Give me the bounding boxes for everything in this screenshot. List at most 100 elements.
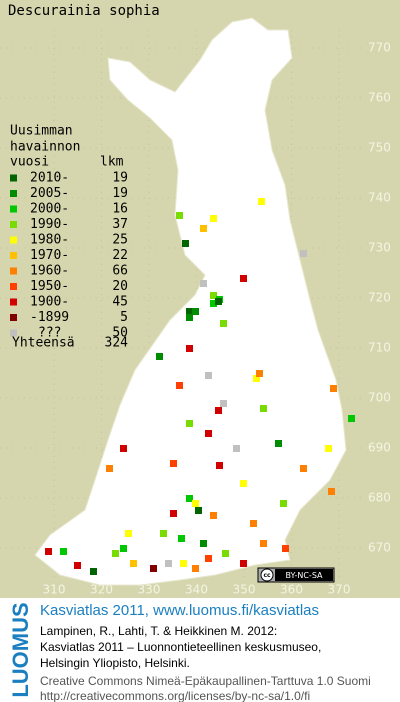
observation-square [45,548,52,555]
license-badge: cc BY-NC-SA [257,567,335,583]
observation-square [205,555,212,562]
legend-label: 2010- [30,171,69,186]
legend-count: 16 [112,202,128,217]
east-label: 360 [280,583,303,597]
east-label: 330 [138,583,161,597]
legend-count: 20 [112,279,128,294]
observation-square [240,480,247,487]
observation-square [240,275,247,282]
north-label: 680 [368,491,391,505]
legend-label: 1980- [30,233,69,248]
observation-square [260,405,267,412]
observation-square [348,415,355,422]
legend-count: 19 [112,186,128,201]
north-label: 750 [368,141,391,155]
legend-swatch [10,298,17,306]
citation-line: Helsingin Yliopisto, Helsinki. [40,656,190,670]
legend: Uusimman havainnon vuosi lkm Yhteensä 32… [10,124,128,351]
east-label: 320 [90,583,113,597]
license-line: Creative Commons Nimeä-Epäkaupallinen-Ta… [40,674,371,688]
observation-square [200,540,207,547]
observation-square [240,560,247,567]
observation-square [210,512,217,519]
observation-square [210,215,217,222]
observation-square [256,370,263,377]
observation-square [176,212,183,219]
legend-swatch [10,205,17,213]
license-line: http://creativecommons.org/licenses/by-n… [40,689,310,702]
legend-total-label: Yhteensä [12,336,75,351]
observation-square [186,345,193,352]
legend-label: -1899 [30,310,69,325]
observation-square [260,540,267,547]
observation-square [60,548,67,555]
legend-label: 1970- [30,248,69,263]
observation-dots [45,198,355,575]
legend-count: 25 [112,233,128,248]
observation-square [165,560,172,567]
legend-count: 19 [112,171,128,186]
observation-square [328,488,335,495]
legend-count: 66 [112,264,128,279]
north-label: 690 [368,441,391,455]
legend-heading: Uusimman [10,124,73,139]
east-label: 340 [185,583,208,597]
observation-square [160,530,167,537]
north-label: 740 [368,191,391,205]
legend-label: 1950- [30,279,69,294]
observation-square [250,520,257,527]
observation-square [216,462,223,469]
observation-square [170,510,177,517]
legend-swatch [10,174,17,182]
observation-square [178,535,185,542]
legend-label: 1900- [30,295,69,310]
north-label: 730 [368,241,391,255]
north-label: 770 [368,41,391,55]
observation-square [275,440,282,447]
license-badge-text: BY-NC-SA [285,571,323,580]
east-label: 310 [43,583,66,597]
legend-label: 1960- [30,264,69,279]
observation-square [90,568,97,575]
legend-label: ??? [38,326,61,341]
north-label: 700 [368,391,391,405]
observation-square [258,198,265,205]
legend-swatch [10,329,17,337]
observation-square [200,280,207,287]
observation-square [120,445,127,452]
observation-square [233,445,240,452]
legend-count: 45 [112,295,128,310]
observation-square [180,560,187,567]
observation-square [156,353,163,360]
legend-swatch [10,252,17,259]
legend-count-heading: lkm [100,155,124,170]
observation-square [222,550,229,557]
observation-square [106,465,113,472]
observation-square [205,372,212,379]
observation-square [282,545,289,552]
observation-square [182,240,189,247]
legend-heading: vuosi [10,155,49,170]
observation-square [220,320,227,327]
legend-count: 22 [112,248,128,263]
legend-count: 50 [112,326,128,341]
footer-headline: Kasviatlas 2011, www.luomus.fi/kasviatla… [40,602,319,619]
observation-square [200,225,207,232]
observation-square [210,300,217,307]
legend-label: 1990- [30,217,69,232]
observation-square [186,495,193,502]
observation-square [253,375,260,382]
observation-square [176,382,183,389]
svg-text:cc: cc [263,572,271,579]
legend-swatch [10,236,17,244]
citation-line: Lampinen, R., Lahti, T. & Heikkinen M. 2… [40,624,277,638]
north-label: 720 [368,291,391,305]
observation-square [220,400,227,407]
legend-heading: havainnon [10,140,80,155]
observation-square [215,407,222,414]
legend-swatch [10,221,17,228]
north-label: 670 [368,541,391,555]
observation-square [192,308,199,315]
